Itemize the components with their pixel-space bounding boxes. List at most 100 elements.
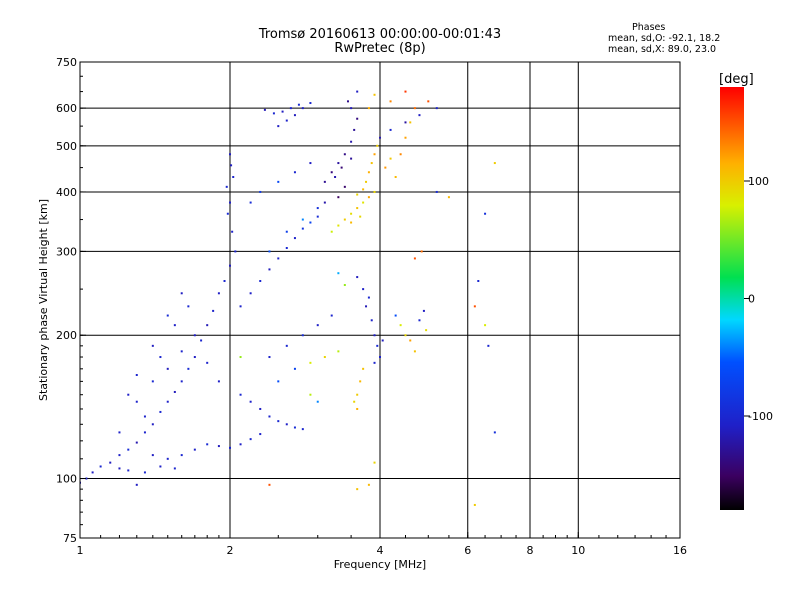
y-tick-label: 600 [56,102,77,115]
data-point [268,415,271,418]
y-tick-label: 400 [56,186,77,199]
data-point [330,230,333,233]
data-point [309,361,312,364]
data-point [143,415,146,418]
data-point [301,107,304,110]
data-point [223,280,226,283]
data-point [484,324,487,327]
data-point [343,185,346,188]
data-point [135,374,138,377]
data-point [323,180,326,183]
data-point [173,324,176,327]
data-point [337,224,340,227]
data-point [217,292,220,295]
y-tick-label: 75 [63,532,77,545]
data-point [420,250,423,253]
data-point [281,110,284,113]
x-tick-label: 16 [673,544,687,557]
data-point [418,114,421,117]
data-point [394,175,397,178]
data-point [356,90,359,93]
data-point [343,218,346,221]
data-point [473,305,476,308]
data-point [187,367,190,370]
data-point [323,201,326,204]
data-point [180,380,183,383]
data-point [346,100,349,103]
data-point [127,393,130,396]
data-point [379,136,381,139]
data-point [376,344,379,347]
data-point [206,361,209,364]
colorbar-unit-label: [deg] [719,72,754,87]
data-point [268,250,271,253]
data-point [316,215,319,218]
data-point [293,426,296,429]
data-point [200,339,203,342]
data-point [230,164,233,167]
data-point [268,268,271,271]
data-point [404,121,407,124]
data-point [135,400,138,403]
data-point [212,309,215,312]
data-point [166,367,169,370]
data-point [239,305,242,308]
data-point [350,221,353,224]
data-point [493,431,496,434]
data-point [350,212,353,215]
data-point [301,227,304,230]
data-point [323,356,326,359]
data-point [285,119,288,122]
data-point [232,175,235,178]
data-point [166,314,169,317]
data-points [80,90,496,506]
data-point [435,190,438,193]
y-tick-label: 300 [56,245,77,258]
data-point [277,257,280,260]
data-point [359,215,362,218]
data-point [277,125,280,128]
data-point [309,221,312,224]
data-point [301,334,304,337]
data-point [277,380,280,383]
data-point [293,237,296,240]
data-point [399,324,402,327]
data-point [389,128,392,131]
data-point [127,448,130,451]
phases-heading: Phases [632,22,666,33]
data-point [370,319,373,322]
y-axis-ticks: 75 100 200 300 400 500 600 750 [56,56,86,545]
data-point [118,467,121,470]
x-tick-label: 2 [227,544,234,557]
x-tick-label: 8 [527,544,534,557]
chart-subtitle: RwPretec (8p) [334,41,426,56]
data-point [166,457,169,460]
data-point [229,201,231,204]
data-point [206,443,209,446]
data-point [259,190,262,193]
data-point [268,356,271,359]
data-point [135,441,138,444]
data-point [285,230,288,233]
data-point [367,196,370,199]
data-point [309,102,312,105]
data-point [381,339,384,342]
y-axis-label: Stationary phase Virtual Height [km] [37,199,50,401]
data-point [277,180,280,183]
data-point [425,329,428,332]
data-point [239,443,242,446]
data-point [365,305,368,308]
data-point [484,212,487,215]
data-point [356,193,359,196]
data-point [293,171,296,174]
data-point [373,190,376,193]
data-point [350,157,353,160]
data-point [118,431,121,434]
data-point [356,276,359,279]
colorbar: [deg] 100 0 -100 [719,72,773,510]
data-point [389,100,392,103]
data-point [413,257,416,260]
data-point [362,367,365,370]
data-point [249,438,252,441]
